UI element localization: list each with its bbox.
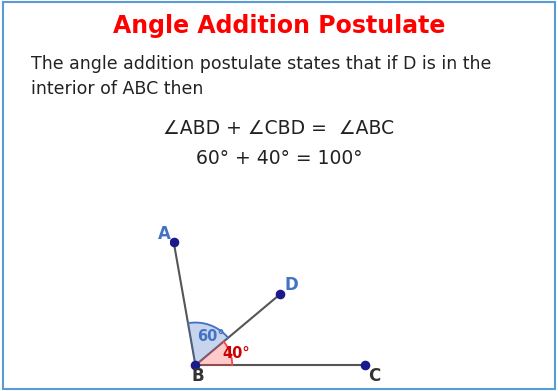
- Text: A: A: [157, 225, 170, 243]
- Point: [169, 239, 178, 245]
- Polygon shape: [195, 342, 232, 365]
- Text: D: D: [285, 276, 298, 294]
- Text: interior of ABC then: interior of ABC then: [31, 80, 203, 98]
- Text: 60°: 60°: [197, 329, 225, 344]
- Text: 60° + 40° = 100°: 60° + 40° = 100°: [196, 149, 362, 168]
- Point: [360, 362, 369, 368]
- Polygon shape: [188, 323, 228, 365]
- Text: 40°: 40°: [222, 346, 250, 361]
- Text: The angle addition postulate states that if D is in the: The angle addition postulate states that…: [31, 55, 491, 73]
- Text: C: C: [368, 368, 381, 386]
- Text: ∠ABD + ∠CBD =  ∠ABC: ∠ABD + ∠CBD = ∠ABC: [163, 119, 395, 138]
- Text: B: B: [192, 368, 204, 386]
- Point: [191, 362, 200, 368]
- Text: Angle Addition Postulate: Angle Addition Postulate: [113, 14, 445, 38]
- Point: [276, 291, 285, 298]
